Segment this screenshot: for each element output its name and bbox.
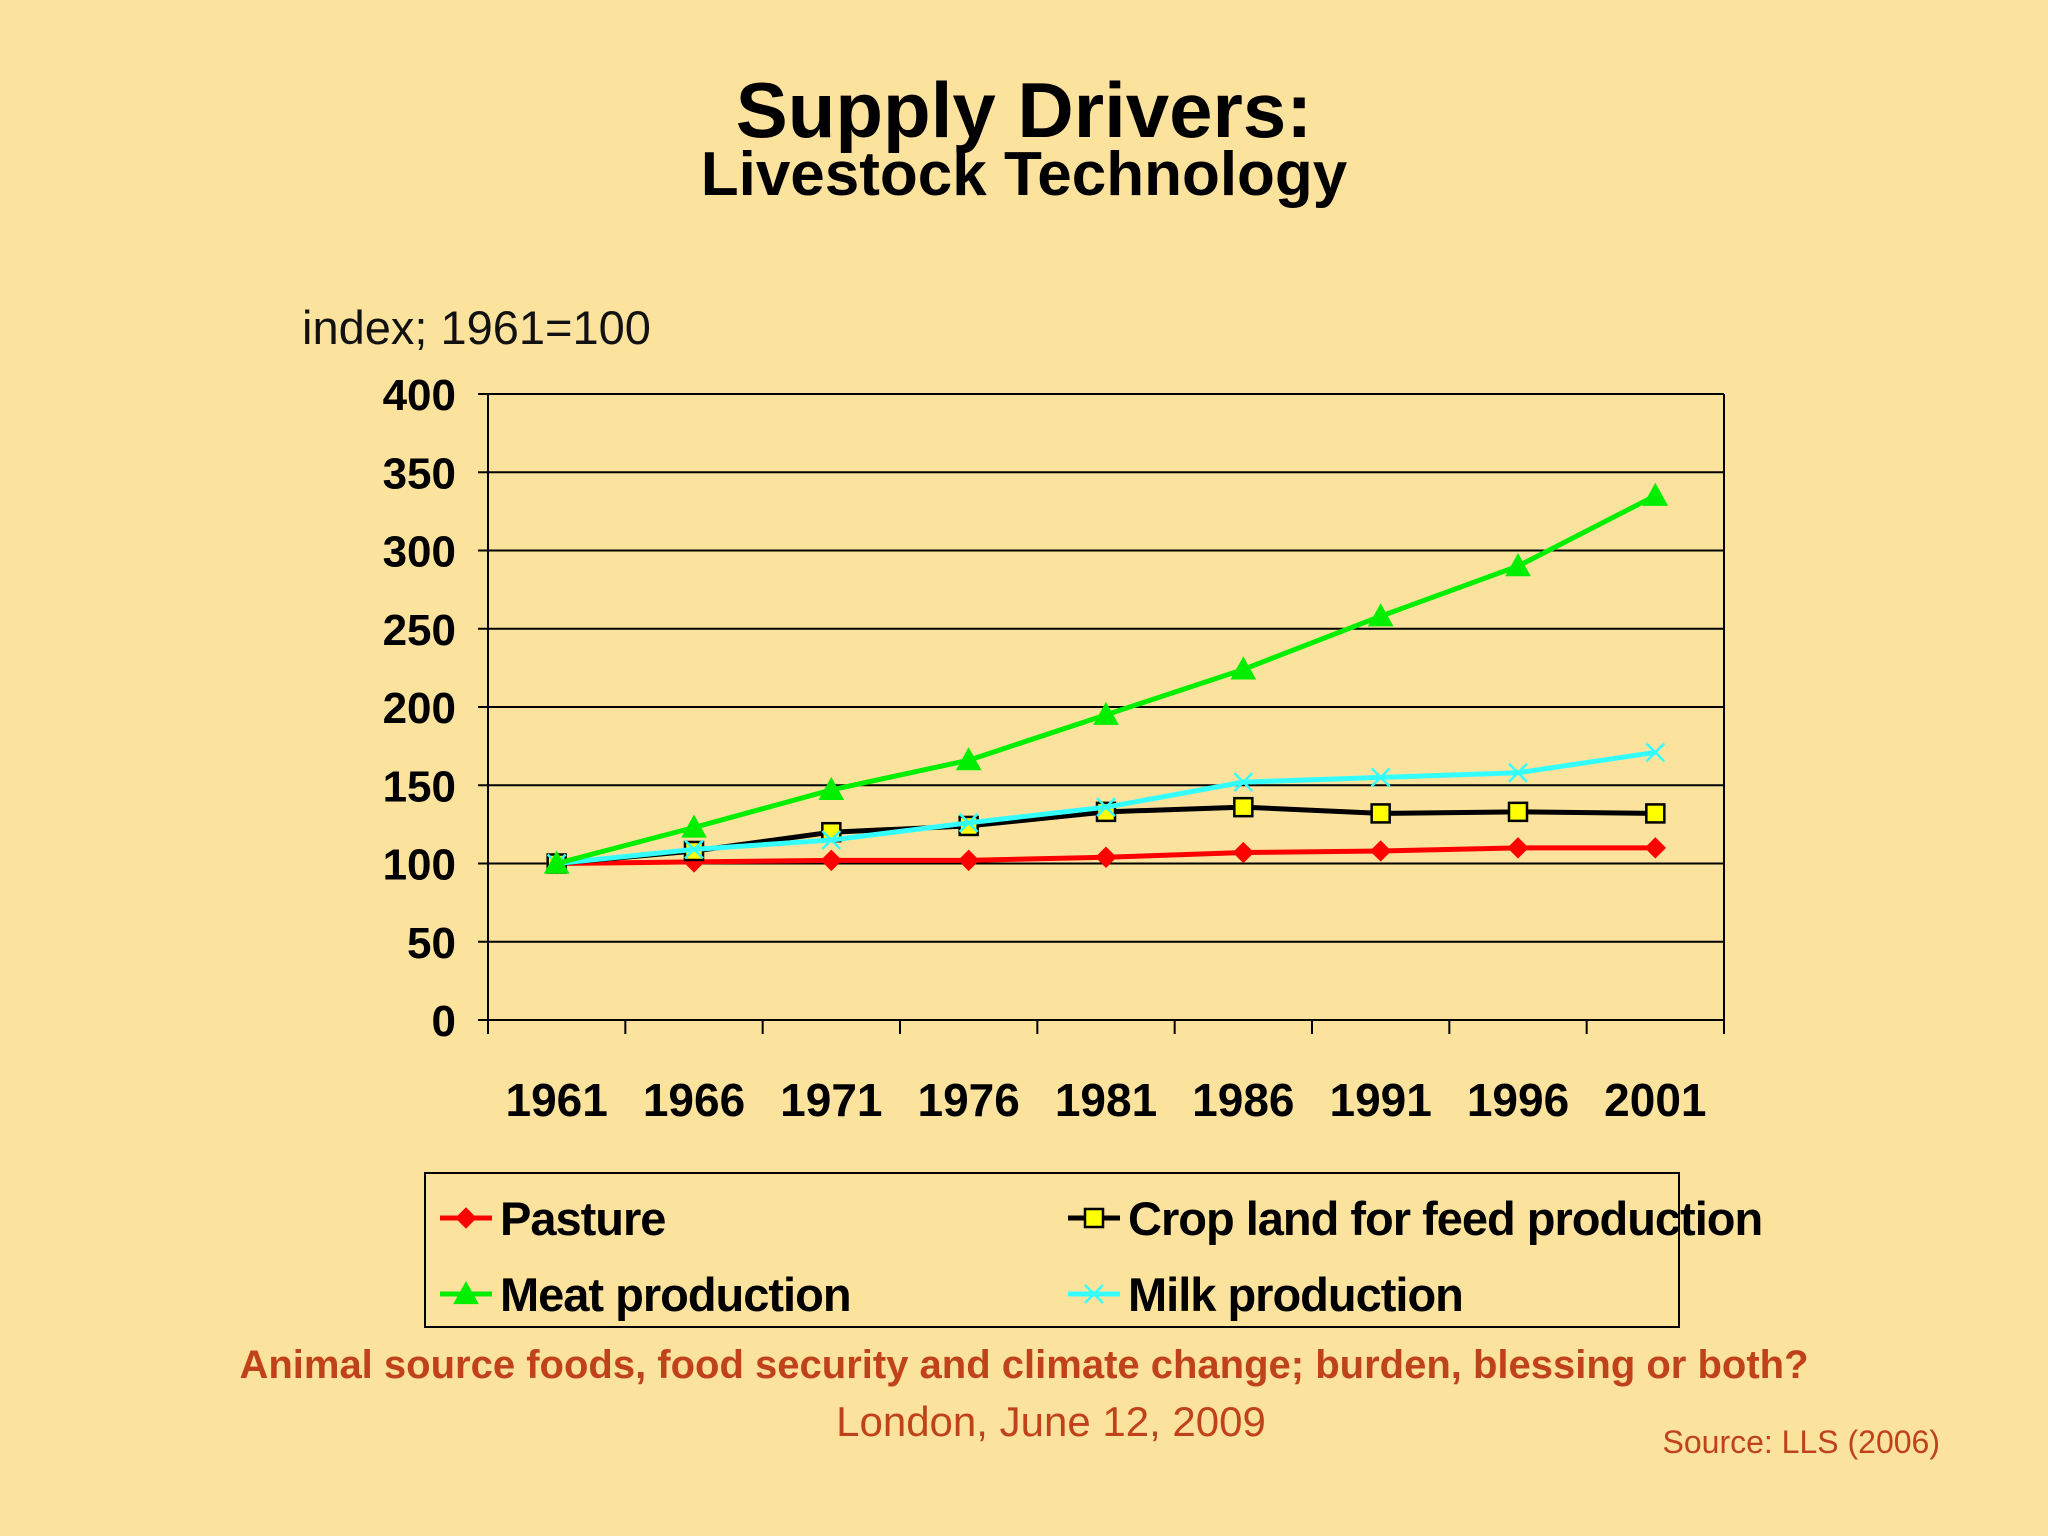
point-crop-land-for-feed-production-2001 [1645,803,1666,824]
legend-label-pasture: Pasture [500,1191,666,1245]
footer-date: London, June 12, 2009 [836,1398,1266,1445]
x-tick-label-2001: 2001 [1604,1074,1706,1126]
y-tick-label-0: 0 [432,997,456,1046]
legend-label-crop-land: Crop land for feed production [1128,1191,1763,1245]
point-pasture-1991 [1369,840,1392,862]
point-meat-production-1961 [543,850,570,874]
point-pasture-1976 [957,849,980,872]
footer-event-title: Animal source foods, food security and c… [239,1343,1809,1387]
point-meat-production-1996 [1505,553,1531,577]
x-tick-label-1996: 1996 [1467,1074,1569,1126]
point-meat-production-1976 [955,747,982,771]
source-credit: Source: LLS (2006) [1662,1424,1941,1460]
point-meat-production-2001 [1642,482,1669,506]
axes: 0 50 100 150 200 250 300 350 400 1961 1966 1971 1976… [383,371,1725,1126]
point-pasture-1981 [1095,846,1117,868]
x-tick-label-1986: 1986 [1192,1074,1294,1126]
y-tick-label-300: 300 [383,528,456,577]
line-chart: 0 50 100 150 200 250 300 350 400 1961 1966 1971 1976… [383,371,1725,1126]
x-tick-label-1971: 1971 [780,1074,882,1126]
point-meat-production-1966 [681,814,707,838]
legend-symbol [1084,1284,1104,1304]
point-milk-production-2001 [1645,742,1666,763]
point-milk-production-1991 [1370,767,1391,788]
y-tick-label-150: 150 [383,762,456,811]
legend-item-pasture: Pasture [438,1188,666,1248]
x-tick-label-1961: 1961 [505,1074,607,1126]
x-tick-label-1976: 1976 [917,1074,1019,1126]
legend-label-milk: Milk production [1128,1267,1464,1321]
legend-label-meat: Meat production [500,1267,852,1321]
point-milk-production-1971 [821,830,842,850]
legend-item-meat: Meat production [438,1264,852,1324]
y-tick-label-400: 400 [383,371,456,420]
x-tick-label-1981: 1981 [1055,1074,1157,1126]
series-pasture [545,837,1667,875]
y-tick-label-250: 250 [383,606,456,655]
x-tick-label-1966: 1966 [643,1074,745,1126]
series-meat-production [543,482,1669,874]
point-pasture-2001 [1644,837,1667,859]
point-meat-production-1971 [818,776,845,801]
series-milk-production [546,742,1666,874]
point-milk-production-1986 [1233,772,1254,793]
legend-marker-meat [440,1280,492,1305]
legend-symbol [1083,1207,1105,1229]
y-tick-label-50: 50 [407,919,456,968]
point-crop-land-for-feed-production-1991 [1370,803,1391,824]
x-tick-label-1991: 1991 [1329,1074,1431,1126]
legend-marker-crop-land [1068,1207,1120,1229]
y-tick-label-100: 100 [383,841,456,890]
legend: Pasture Crop land for feed production Me… [424,1172,1763,1328]
legend-symbol [455,1207,477,1229]
series-layer [543,482,1669,875]
chart-title: Supply Drivers: [735,66,1313,154]
point-crop-land-for-feed-production-1986 [1233,796,1254,818]
point-meat-production-1991 [1367,603,1394,627]
point-milk-production-1976 [958,812,979,833]
point-milk-production-1981 [1096,797,1116,818]
point-meat-production-1981 [1093,701,1119,725]
point-crop-land-for-feed-production-1996 [1507,801,1529,823]
y-tick-label-350: 350 [383,449,456,498]
point-milk-production-1996 [1508,762,1528,783]
legend-item-milk: Milk production [1066,1264,1464,1324]
point-pasture-1996 [1507,837,1529,859]
legend-item-crop-land: Crop land for feed production [1066,1188,1763,1248]
legend-marker-pasture [440,1207,492,1229]
y-tick-label-200: 200 [383,684,456,733]
point-milk-production-1966 [684,839,704,860]
legend-marker-milk [1068,1284,1120,1304]
point-meat-production-1986 [1230,656,1257,680]
chart-subtitle: Livestock Technology [700,140,1348,209]
point-pasture-1971 [820,849,843,872]
y-axis-label: index; 1961=100 [302,301,651,354]
legend-symbol [453,1280,479,1305]
point-pasture-1986 [1232,841,1255,864]
